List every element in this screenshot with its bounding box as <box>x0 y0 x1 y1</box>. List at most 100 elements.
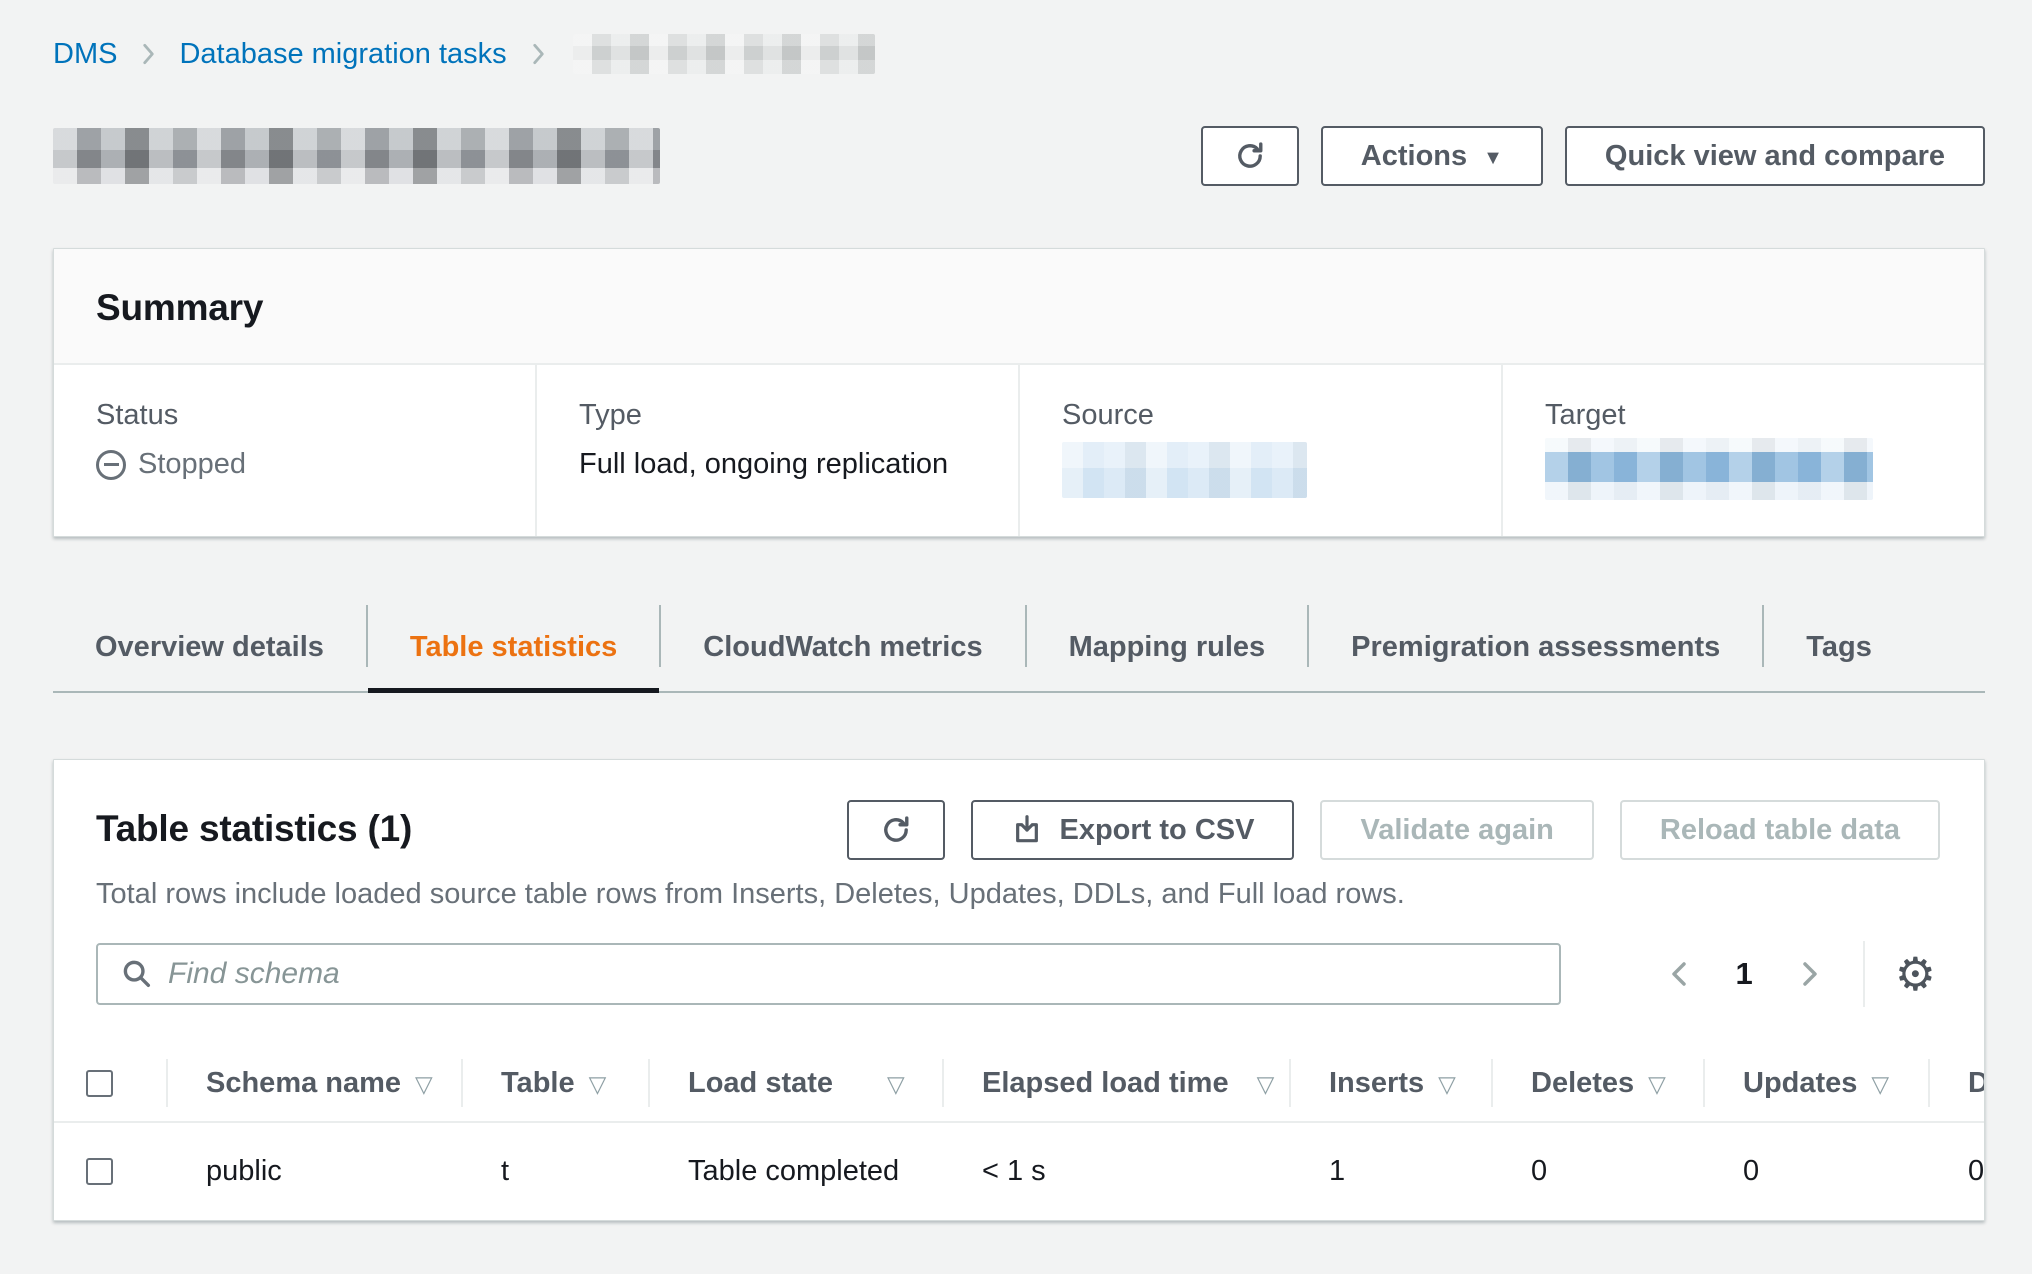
tab-divider <box>1024 605 1027 667</box>
tab-divider <box>659 605 662 667</box>
gear-icon: ⚙ <box>1894 948 1936 1000</box>
sort-icon[interactable]: ▽ <box>1871 1070 1890 1097</box>
column-header-load-state[interactable]: Load state ▽ <box>648 1045 942 1121</box>
tab-table-statistics[interactable]: Table statistics <box>367 605 660 693</box>
previous-page-button[interactable] <box>1658 958 1702 990</box>
column-header-elapsed-load-time[interactable]: Elapsed load time ▽ <box>942 1045 1289 1121</box>
column-header-deletes[interactable]: Deletes ▽ <box>1491 1045 1703 1121</box>
schema-search <box>96 943 1561 1005</box>
tab-premigration-assessments[interactable]: Premigration assessments <box>1351 631 1721 663</box>
table-statistics-header: Table statistics (1) <box>96 800 1940 860</box>
column-label: Table <box>501 1066 575 1099</box>
table-refresh-button[interactable] <box>847 800 946 860</box>
quick-view-compare-button[interactable]: Quick view and compare <box>1564 126 1985 186</box>
quick-view-label: Quick view and compare <box>1604 139 1945 172</box>
tab-bar: Overview details Table statistics CloudW… <box>53 605 1985 693</box>
column-label: Load state <box>688 1066 834 1099</box>
summary-field-source: Source <box>1018 365 1501 536</box>
search-icon <box>123 960 151 988</box>
summary-card: Summary Status Stopped Type Full load, o… <box>53 248 1985 537</box>
breadcrumb-chevron-icon <box>135 41 161 67</box>
summary-grid: Status Stopped Type Full load, ongoing r… <box>54 365 1984 536</box>
cell-updates: 0 <box>1743 1155 1760 1187</box>
sort-icon[interactable]: ▽ <box>415 1070 433 1097</box>
status-value: Stopped <box>96 448 515 481</box>
summary-field-target: Target <box>1501 365 1984 536</box>
chevron-right-icon <box>1803 962 1817 986</box>
actions-button[interactable]: Actions ▼ <box>1320 126 1543 186</box>
refresh-icon <box>884 816 909 842</box>
table-statistics-title: Table statistics (1) <box>96 808 413 849</box>
target-label: Target <box>1545 399 1626 431</box>
page-title-redacted <box>53 128 660 184</box>
column-label: Deletes <box>1531 1066 1635 1099</box>
header-actions: Actions ▼ Quick view and compare <box>1200 126 1985 186</box>
summary-field-type: Type Full load, ongoing replication <box>535 365 1018 536</box>
table-controls-row: 1 ⚙ <box>96 941 1941 1007</box>
target-value-redacted[interactable] <box>1545 438 1873 500</box>
table: Schema name ▽ Table ▽ Load state ▽ Elaps… <box>54 1045 1985 1220</box>
select-all-checkbox[interactable] <box>86 1069 113 1097</box>
search-input[interactable] <box>168 945 1559 1003</box>
tab-mapping-rules[interactable]: Mapping rules <box>1068 631 1266 663</box>
column-label: D <box>1968 1067 1984 1100</box>
tab-divider <box>1307 605 1310 667</box>
validate-again-button[interactable]: Validate again <box>1320 800 1594 860</box>
actions-button-label: Actions <box>1360 139 1468 172</box>
cell-schema-name: public <box>206 1155 282 1187</box>
current-page-number[interactable]: 1 <box>1735 956 1753 991</box>
next-page-button[interactable] <box>1787 958 1831 990</box>
table-settings-button[interactable]: ⚙ <box>1895 951 1936 997</box>
pagination: 1 ⚙ <box>1658 941 1941 1007</box>
table-header-row: Schema name ▽ Table ▽ Load state ▽ Elaps… <box>54 1045 1984 1121</box>
column-header-table[interactable]: Table ▽ <box>461 1045 648 1121</box>
page-header: Actions ▼ Quick view and compare <box>53 126 1985 186</box>
column-label: Elapsed load time <box>982 1066 1229 1099</box>
table-statistics-description: Total rows include loaded source table r… <box>96 878 1405 910</box>
status-label: Status <box>96 399 179 431</box>
tab-divider <box>1762 605 1765 667</box>
table-row[interactable]: public t Table completed < 1 s 1 0 0 0 <box>54 1121 1985 1220</box>
refresh-button[interactable] <box>1200 126 1299 186</box>
tab-divider <box>365 605 368 667</box>
tab-overview-details[interactable]: Overview details <box>95 631 324 663</box>
breadcrumb-link-dms[interactable]: DMS <box>53 37 118 70</box>
type-label: Type <box>579 399 642 431</box>
column-header-inserts[interactable]: Inserts ▽ <box>1289 1045 1491 1121</box>
sort-icon[interactable]: ▽ <box>1256 1070 1275 1097</box>
breadcrumb-link-tasks[interactable]: Database migration tasks <box>179 37 507 70</box>
validate-label: Validate again <box>1360 813 1554 846</box>
sort-icon[interactable]: ▽ <box>1648 1070 1666 1097</box>
cell-load-state: Table completed <box>688 1155 900 1187</box>
breadcrumb: DMS Database migration tasks <box>53 32 1985 76</box>
download-icon <box>1016 815 1039 843</box>
stopped-status-icon <box>96 449 126 480</box>
tab-cloudwatch-metrics[interactable]: CloudWatch metrics <box>703 631 983 663</box>
pagination-divider <box>1862 941 1865 1007</box>
column-label: Updates <box>1743 1066 1858 1099</box>
cell-ddls-clipped: 0 <box>1968 1155 1985 1187</box>
source-value-redacted[interactable] <box>1062 442 1307 498</box>
sort-icon[interactable]: ▽ <box>887 1070 905 1097</box>
row-checkbox[interactable] <box>86 1158 113 1185</box>
column-label: Schema name <box>206 1066 402 1099</box>
export-label: Export to CSV <box>1059 813 1255 846</box>
type-value: Full load, ongoing replication <box>579 448 949 480</box>
cell-inserts: 1 <box>1329 1155 1346 1187</box>
breadcrumb-current-redacted <box>572 34 875 74</box>
page: DMS Database migration tasks Actions ▼ <box>53 32 1985 1221</box>
column-header-schema-name[interactable]: Schema name ▽ <box>166 1045 461 1121</box>
column-header-ddls-clipped[interactable]: D <box>1928 1045 1984 1121</box>
table-statistics-card: Table statistics (1) <box>53 759 1985 1221</box>
cell-deletes: 0 <box>1531 1155 1548 1187</box>
refresh-icon <box>1237 142 1263 168</box>
column-label: Inserts <box>1329 1066 1425 1099</box>
sort-icon[interactable]: ▽ <box>588 1070 607 1097</box>
summary-card-header: Summary <box>54 249 1984 365</box>
tab-tags[interactable]: Tags <box>1806 631 1872 663</box>
reload-table-data-button[interactable]: Reload table data <box>1619 800 1940 860</box>
export-to-csv-button[interactable]: Export to CSV <box>971 800 1295 860</box>
cell-table: t <box>501 1155 510 1187</box>
sort-icon[interactable]: ▽ <box>1438 1070 1456 1097</box>
column-header-updates[interactable]: Updates ▽ <box>1703 1045 1928 1121</box>
